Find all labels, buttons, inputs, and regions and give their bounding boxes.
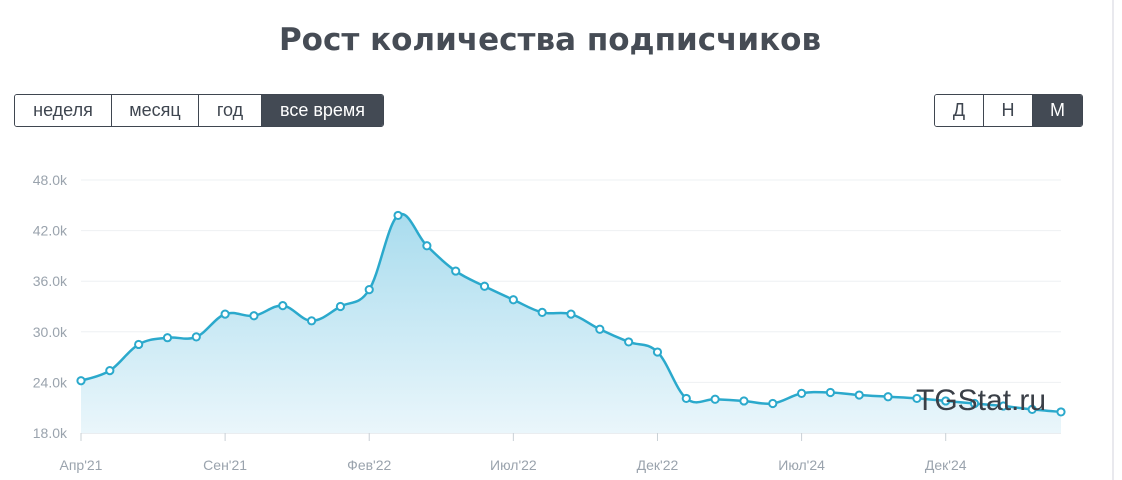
data-point[interactable] [249, 311, 259, 321]
x-tick-label: Сен'21 [203, 457, 247, 473]
data-point[interactable] [969, 398, 980, 409]
data-point[interactable] [134, 339, 144, 350]
data-points [76, 210, 1066, 417]
scale-month-button[interactable]: М [1033, 95, 1082, 126]
x-tick-label: Июл'24 [778, 457, 825, 473]
scale-day-button[interactable]: Д [935, 95, 984, 126]
chart-title: Рост количества подписчиков [278, 22, 822, 58]
data-point[interactable] [306, 316, 317, 326]
x-tick-label: Апр'21 [60, 457, 103, 473]
data-point[interactable] [451, 266, 461, 276]
x-axis: Апр'21 Сен'21 Фев'22 Июл'22 Дек'22 Июл'24 Дек'… [60, 432, 1061, 473]
x-tick-label: Июл'22 [490, 457, 537, 473]
data-point[interactable] [278, 301, 288, 311]
data-point[interactable] [1027, 404, 1037, 414]
period-year-button[interactable]: год [199, 95, 262, 126]
data-point[interactable] [76, 376, 86, 386]
data-point[interactable] [220, 309, 230, 319]
y-tick-label: 18.0k [33, 425, 68, 441]
y-tick-label: 48.0k [33, 172, 68, 188]
y-tick-label: 36.0k [33, 273, 68, 289]
x-tick-label: Дек'24 [925, 457, 967, 473]
data-point[interactable] [393, 210, 403, 221]
data-point[interactable] [768, 398, 778, 409]
data-point[interactable] [595, 324, 605, 334]
data-point[interactable] [998, 401, 1008, 411]
right-border-rule [1112, 0, 1114, 480]
data-point[interactable] [364, 285, 374, 295]
data-point[interactable] [624, 337, 634, 347]
data-point[interactable] [335, 301, 346, 312]
y-axis-labels: 48.0k 42.0k 36.0k 30.0k 24.0k 18.0k [33, 172, 68, 441]
data-point[interactable] [912, 393, 922, 404]
data-point[interactable] [739, 396, 749, 406]
y-tick-label: 30.0k [33, 324, 68, 340]
data-point[interactable] [652, 347, 663, 357]
data-point[interactable] [681, 393, 691, 404]
y-tick-label: 42.0k [33, 223, 68, 239]
data-point[interactable] [710, 394, 720, 404]
period-week-button[interactable]: неделя [15, 95, 112, 126]
subscribers-area-fill [81, 214, 1061, 433]
scale-selector: Д Н М [934, 94, 1083, 127]
data-point[interactable] [566, 309, 576, 319]
scale-week-button[interactable]: Н [984, 95, 1033, 126]
data-point[interactable] [479, 281, 490, 291]
data-point[interactable] [796, 388, 807, 398]
data-point[interactable] [1056, 407, 1066, 417]
period-month-button[interactable]: месяц [112, 95, 199, 126]
y-tick-label: 24.0k [33, 374, 68, 390]
data-point[interactable] [422, 241, 432, 251]
data-point[interactable] [537, 307, 547, 318]
data-point[interactable] [162, 333, 173, 343]
data-point[interactable] [941, 396, 951, 406]
data-point[interactable] [854, 390, 864, 400]
x-tick-label: Фев'22 [347, 457, 391, 473]
data-point[interactable] [191, 332, 201, 342]
data-point[interactable] [105, 365, 115, 376]
watermark: TGStat.ru [916, 384, 1047, 417]
data-point[interactable] [825, 387, 836, 398]
period-selector: неделя месяц год все время [14, 94, 384, 127]
period-all-time-button[interactable]: все время [262, 95, 383, 126]
data-point[interactable] [508, 295, 518, 305]
data-point[interactable] [883, 392, 893, 402]
x-tick-label: Дек'22 [637, 457, 679, 473]
